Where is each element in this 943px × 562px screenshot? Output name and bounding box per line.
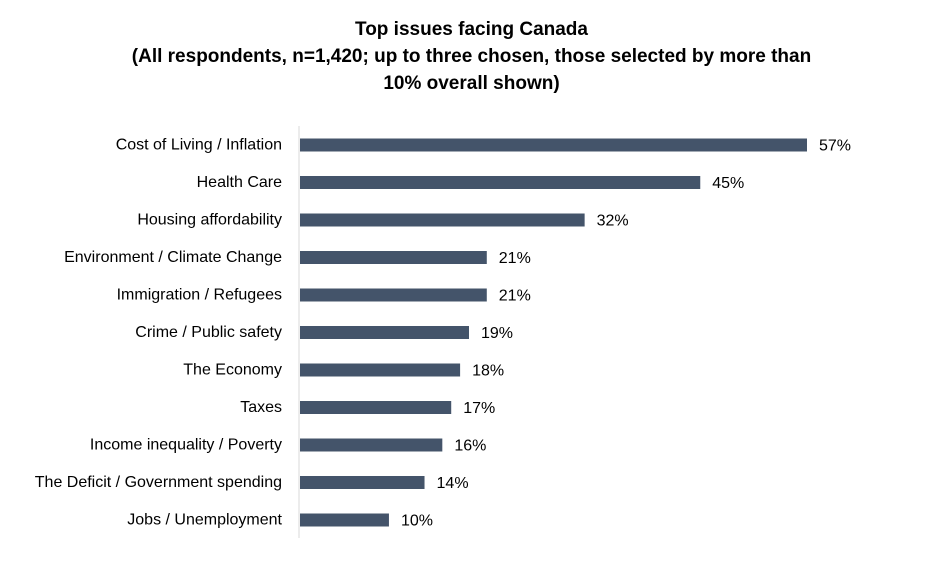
value-label: 57% xyxy=(819,138,851,155)
value-label: 21% xyxy=(499,288,531,305)
chart-title-line-2: (All respondents, n=1,420; up to three c… xyxy=(131,46,812,67)
value-label: 45% xyxy=(712,175,744,192)
bar xyxy=(300,401,452,414)
bars-layer: Cost of Living / Inflation 57% Health Care… xyxy=(35,126,851,538)
bar xyxy=(300,363,461,377)
category-label: Health Care xyxy=(197,174,282,191)
bar xyxy=(300,176,701,189)
bar xyxy=(300,438,443,452)
chart-title-line-1: Top issues facing Canada xyxy=(355,19,588,40)
bar xyxy=(300,138,807,152)
bar xyxy=(300,288,487,302)
bar xyxy=(300,326,469,339)
category-label: Environment / Climate Change xyxy=(64,249,282,266)
value-label: 17% xyxy=(463,400,495,417)
category-label: Jobs / Unemployment xyxy=(127,512,282,529)
value-label: 19% xyxy=(481,325,513,342)
category-label: Housing affordability xyxy=(137,212,282,229)
value-label: 16% xyxy=(454,438,486,455)
category-label: The Economy xyxy=(183,362,282,379)
bar xyxy=(300,476,425,489)
value-label: 14% xyxy=(437,475,469,492)
category-label: Income inequality / Poverty xyxy=(90,437,282,454)
category-label: The Deficit / Government spending xyxy=(35,474,282,491)
value-label: 32% xyxy=(597,213,629,230)
value-label: 10% xyxy=(401,513,433,530)
chart-title-line-3: 10% overall shown) xyxy=(383,73,560,94)
bar xyxy=(300,251,487,264)
bar xyxy=(300,213,585,227)
value-label: 18% xyxy=(472,363,504,380)
bar xyxy=(300,513,389,527)
value-label: 21% xyxy=(499,250,531,267)
chart-title: Top issues facing Canada (All respondent… xyxy=(0,16,943,97)
category-label: Immigration / Refugees xyxy=(117,287,282,304)
category-label: Crime / Public safety xyxy=(135,324,282,341)
category-label: Cost of Living / Inflation xyxy=(116,137,282,154)
category-label: Taxes xyxy=(240,399,282,416)
